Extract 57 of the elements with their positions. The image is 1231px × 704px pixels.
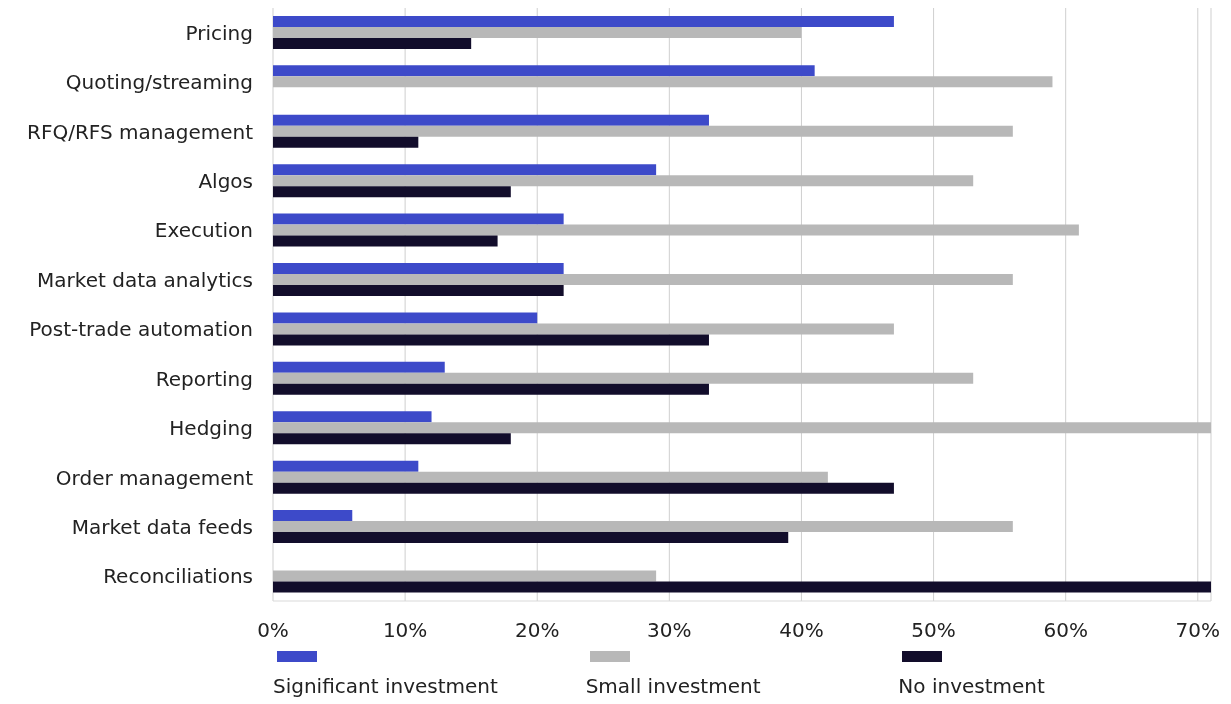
y-tick-label: Order management (55, 465, 254, 490)
x-tick-label: 60% (1043, 618, 1088, 643)
bar (273, 411, 432, 423)
y-tick-label: Quoting/streaming (65, 70, 253, 95)
bar (273, 136, 419, 148)
bar (273, 175, 974, 187)
bar (273, 262, 564, 274)
bar (273, 334, 709, 346)
y-tick-label: Reporting (155, 366, 253, 391)
y-tick-label: Execution (154, 218, 253, 243)
y-tick-label: Market data analytics (37, 267, 253, 292)
bar (273, 510, 353, 522)
bar (273, 235, 498, 247)
bar (273, 471, 828, 483)
bar (273, 312, 538, 324)
bar (273, 433, 511, 445)
x-tick-label: 0% (257, 618, 289, 643)
bar (273, 361, 445, 373)
bar (273, 532, 789, 544)
bar (273, 26, 802, 38)
bar (273, 422, 1211, 434)
bar (273, 125, 1013, 137)
bar (273, 570, 657, 582)
x-tick-label: 20% (515, 618, 560, 643)
bar (273, 164, 657, 176)
bar (273, 460, 419, 472)
bar (273, 482, 894, 494)
x-tick-label: 50% (911, 618, 956, 643)
bar (273, 114, 709, 126)
bar (273, 372, 974, 384)
bar (273, 76, 1053, 88)
y-tick-label: Hedging (169, 416, 253, 441)
y-tick-label: Reconciliations (103, 564, 253, 589)
bar (273, 15, 894, 27)
legend-label: Small investment (585, 674, 761, 698)
x-tick-label: 30% (647, 618, 692, 643)
bar (273, 224, 1079, 236)
bar (273, 383, 709, 395)
x-tick-label: 40% (779, 618, 824, 643)
y-tick-label: Market data feeds (71, 514, 253, 539)
y-tick-label: Post-trade automation (29, 317, 253, 342)
legend-label: Significant investment (273, 674, 498, 698)
y-tick-label: RFQ/RFS management (27, 119, 254, 144)
x-tick-label: 70% (1175, 618, 1221, 643)
bar (273, 37, 472, 49)
bar (273, 186, 511, 198)
bar (273, 323, 894, 335)
y-tick-label: Algos (198, 169, 253, 194)
legend-label: No investment (898, 674, 1045, 698)
y-tick-label: Pricing (185, 20, 253, 45)
bar (273, 581, 1211, 593)
bar (273, 273, 1013, 285)
bar (273, 284, 564, 296)
bar (273, 65, 815, 77)
x-tick-label: 10% (382, 618, 428, 643)
bar (273, 213, 564, 225)
bar (273, 521, 1013, 533)
